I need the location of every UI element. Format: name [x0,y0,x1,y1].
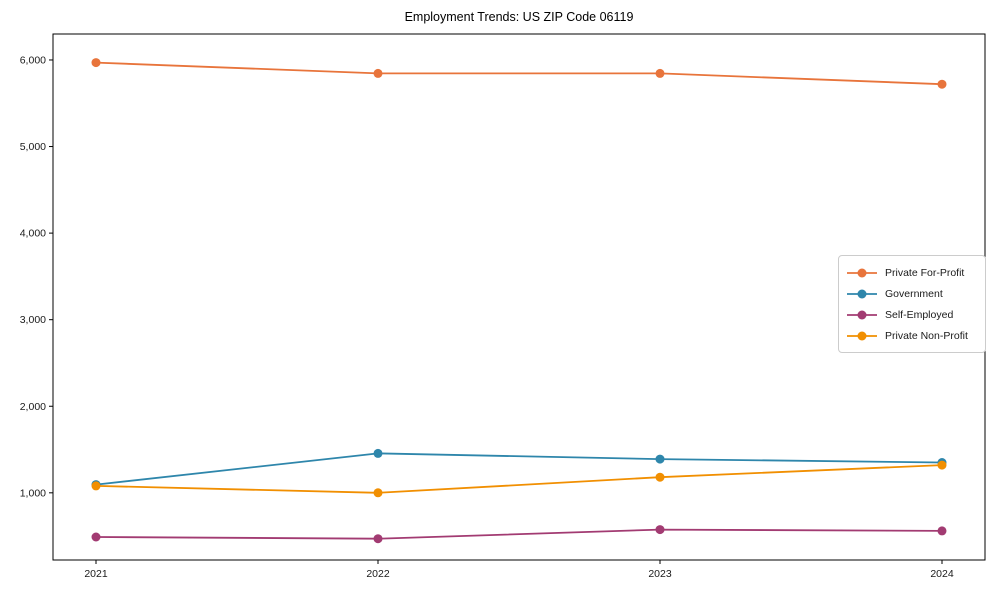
legend-swatch-icon [847,268,877,277]
series-line-self-employed [95,528,943,540]
legend-marker [857,268,867,277]
data-point [937,526,947,536]
x-tick-label: 2024 [930,568,954,580]
legend-marker [857,331,867,340]
data-point [373,488,383,498]
series-line-government [95,452,943,486]
x-tick-label: 2023 [648,568,672,580]
data-point [91,481,101,491]
data-point [373,68,383,78]
legend-label: Self-Employed [885,308,954,321]
legend-item-government: Government [847,283,977,304]
data-point [655,472,665,482]
data-point [655,454,665,464]
legend-label: Government [885,287,943,300]
data-point [373,448,383,458]
legend-item-private-non-profit: Private Non-Profit [847,325,977,346]
x-tick-label: 2022 [366,568,390,580]
chart-legend: Private For-Profit Government Self-Employe… [838,255,986,353]
data-point [937,79,947,89]
legend-swatch-icon [847,310,877,319]
data-point [655,525,665,535]
y-tick-label: 2,000 [20,401,46,413]
legend-marker [857,310,867,319]
y-tick-label: 4,000 [20,228,46,240]
series-line-private-non-profit [95,464,943,494]
data-point [373,534,383,544]
series-line-private-for-profit [95,61,943,86]
chart-title: Employment Trends: US ZIP Code 06119 [404,10,634,24]
y-tick-label: 3,000 [20,314,46,326]
data-point [91,58,101,68]
legend-label: Private Non-Profit [885,329,968,342]
legend-swatch-icon [847,289,877,298]
data-point [91,532,101,542]
y-tick-label: 5,000 [20,141,46,153]
legend-marker [857,289,867,298]
y-tick-label: 6,000 [20,54,46,66]
legend-item-self-employed: Self-Employed [847,304,977,325]
legend-item-private-for-profit: Private For-Profit [847,262,977,283]
legend-label: Private For-Profit [885,266,965,279]
x-tick-label: 2021 [84,568,108,580]
legend-swatch-icon [847,331,877,340]
y-tick-label: 1,000 [20,487,46,499]
data-point [655,68,665,78]
data-point [937,460,947,470]
